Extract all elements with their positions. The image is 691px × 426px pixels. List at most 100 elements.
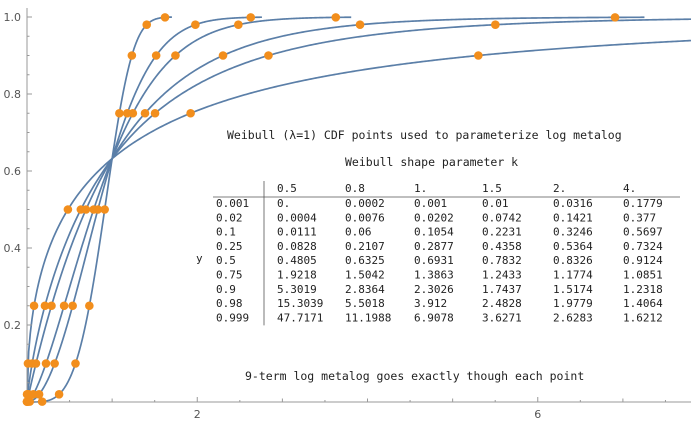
cdf-point: [142, 20, 152, 30]
cdf-point: [491, 20, 500, 30]
cdf-point: [40, 301, 50, 311]
y-tick-label: 1.0: [4, 11, 22, 24]
table-cell: 1.5174: [553, 283, 593, 296]
table-cell: 0.1421: [553, 211, 593, 224]
y-tick-label: 0.2: [4, 319, 22, 332]
cdf-point: [122, 108, 132, 118]
cdf-point: [50, 359, 59, 368]
cdf-point: [246, 13, 256, 22]
table-cell: 0.1054: [414, 226, 454, 239]
cdf-point: [150, 108, 160, 118]
quantile-table: 0.5 0.8 1. 1.5 2. 4.0.001 0. 0.0002 0.001 0.01 0.0…: [196, 181, 680, 326]
cdf-point: [191, 20, 200, 30]
cdf-point: [355, 20, 365, 30]
table-row-label: 0.75: [216, 269, 243, 282]
table-row-label: 0.9: [216, 283, 236, 296]
annotation-title: Weibull (λ=1) CDF points used to paramet…: [227, 128, 622, 142]
table-cell: 0.7832: [482, 254, 522, 267]
table-row-label: 0.02: [216, 211, 243, 224]
cdf-point: [610, 13, 620, 22]
table-cell: 0.06: [345, 226, 372, 239]
table-cell: 6.9078: [414, 311, 454, 324]
table-cell: 0.0828: [277, 240, 317, 253]
table-cell: 1.9218: [277, 269, 317, 282]
table-cell: 1.5042: [345, 269, 385, 282]
table-cell: 0.4358: [482, 240, 522, 253]
y-tick-label: 0.8: [4, 88, 22, 101]
table-cell: 0.377: [623, 211, 656, 224]
table-cell: 1.3863: [414, 269, 454, 282]
table-row-label: 0.98: [216, 297, 243, 310]
table-cell: 2.4828: [482, 297, 522, 310]
curve-k-15: [26, 16, 352, 403]
curve-k-1: [26, 16, 645, 403]
table-cell: 0.0111: [277, 226, 317, 239]
cdf-point: [71, 359, 80, 368]
cdf-point: [31, 359, 41, 368]
table-header-cell: 1.5: [482, 182, 502, 195]
cdf-point: [115, 108, 124, 118]
table-cell: 0.001: [414, 197, 447, 210]
table-cell: 0.6931: [414, 254, 454, 267]
cdf-point: [29, 301, 39, 311]
table-cell: 0.7324: [623, 240, 663, 253]
cdf-point: [100, 205, 109, 214]
footnote: 9-term log metalog goes exactly though e…: [245, 369, 584, 383]
cdf-point: [218, 51, 228, 60]
table-cell: 0.0004: [277, 211, 317, 224]
table-row-label: 0.5: [216, 254, 236, 267]
table-cell: 11.1988: [345, 311, 391, 324]
table-row-label: 0.25: [216, 240, 243, 253]
table-header-cell: 2.: [553, 182, 566, 195]
table-cell: 0.2107: [345, 240, 385, 253]
cdf-point: [171, 51, 180, 60]
table-cell: 0.0316: [553, 197, 593, 210]
table-cell: 0.9124: [623, 254, 663, 267]
table-cell: 0.01: [482, 197, 509, 210]
curve-k-05: [26, 39, 691, 403]
table-title: Weibull shape parameter k: [345, 155, 518, 169]
table-cell: 0.3246: [553, 226, 593, 239]
table-y-label: y: [196, 252, 203, 265]
table-cell: 5.3019: [277, 283, 317, 296]
cdf-point: [68, 301, 77, 311]
table-cell: 1.0851: [623, 269, 663, 282]
cdf-point: [63, 205, 73, 214]
table-row-label: 0.999: [216, 311, 249, 324]
curve-k-2: [26, 16, 262, 403]
table-cell: 1.2433: [482, 269, 522, 282]
table-cell: 0.1779: [623, 197, 663, 210]
table-cell: 2.3026: [414, 283, 454, 296]
cdf-point: [81, 205, 91, 214]
cdf-point: [186, 108, 195, 118]
table-cell: 0.: [277, 197, 290, 210]
table-cell: 1.2318: [623, 283, 663, 296]
y-tick-label: 0.6: [4, 165, 22, 178]
cdf-point: [34, 390, 44, 399]
table-cell: 0.4805: [277, 254, 317, 267]
table-header-cell: 1.: [414, 182, 427, 195]
cdf-point: [25, 397, 34, 406]
table-cell: 47.7171: [277, 311, 323, 324]
table-cell: 0.5697: [623, 226, 663, 239]
cdf-point: [151, 51, 161, 60]
cdf-point: [264, 51, 273, 60]
cdf-point: [41, 359, 51, 368]
cdf-point: [160, 13, 170, 22]
axes-layer: 2 6 0.2 0.4 0.6 0.8 1.0: [4, 8, 691, 421]
table-row-label: 0.001: [216, 197, 249, 210]
table-cell: 0.0002: [345, 197, 385, 210]
table-cell: 0.5364: [553, 240, 593, 253]
table-cell: 0.6325: [345, 254, 385, 267]
cdf-point: [85, 301, 94, 311]
table-header-cell: 0.5: [277, 182, 297, 195]
y-tick-label: 0.4: [4, 242, 22, 255]
table-cell: 0.0742: [482, 211, 522, 224]
table-cell: 1.4064: [623, 297, 663, 310]
cdf-point: [59, 301, 69, 311]
table-cell: 3.912: [414, 297, 447, 310]
cdf-point: [140, 108, 150, 118]
x-tick-label: 2: [194, 408, 201, 421]
cdf-point: [47, 301, 56, 311]
